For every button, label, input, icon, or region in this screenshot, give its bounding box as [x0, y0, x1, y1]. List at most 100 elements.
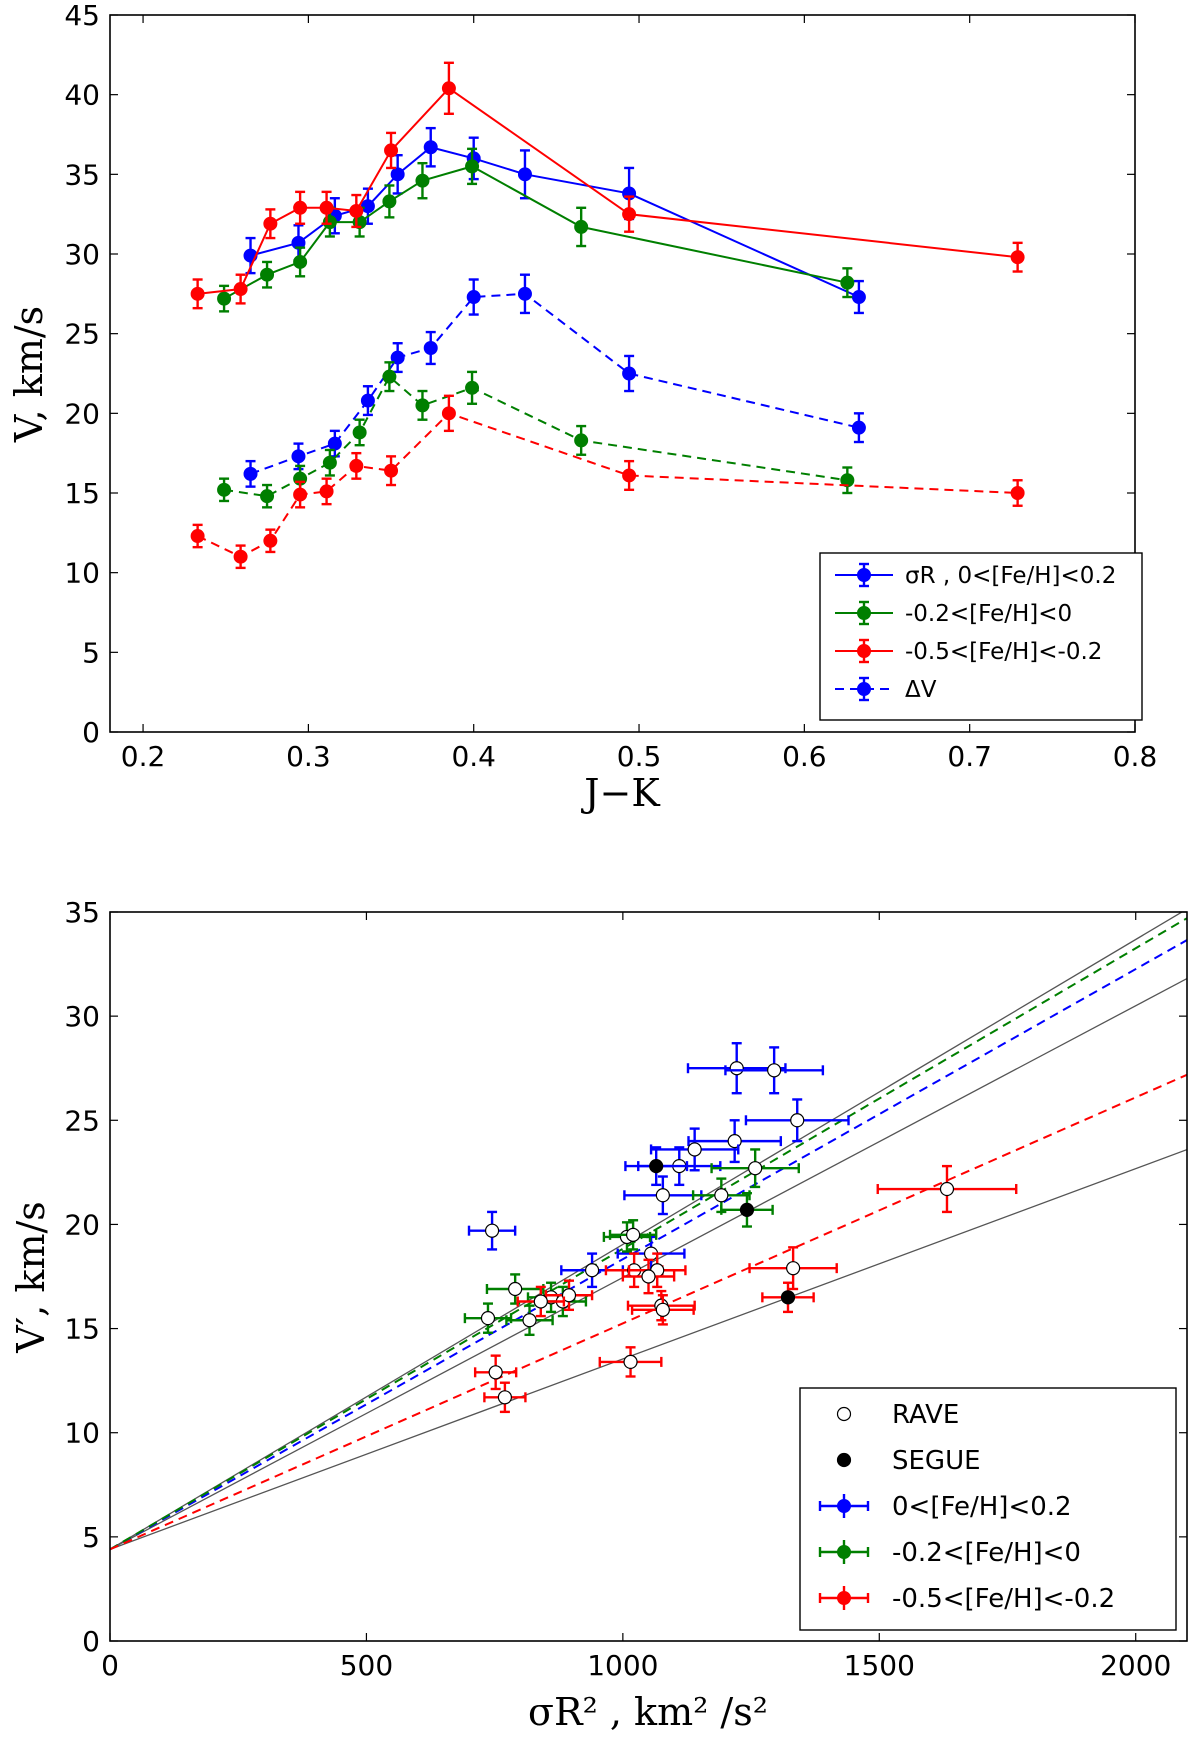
x-tick-label: 0 — [101, 1649, 119, 1682]
rave-point — [714, 1188, 729, 1203]
bottom-chart-legend: RAVE SEGUE 0<[Fe/H]<0.2 -0.2<[Fe/H]<0 -0.5<[… — [799, 1387, 1177, 1631]
data-point — [327, 436, 342, 451]
legend-entry: SEGUE — [836, 1446, 981, 1476]
data-point — [466, 290, 481, 305]
y-tick-label: 25 — [64, 318, 100, 351]
bottom-chart-ylabel: V′, km/s — [9, 1201, 53, 1354]
data-point — [360, 199, 375, 214]
rave-point — [561, 1288, 577, 1303]
legend-label: 0<[Fe/H]<0.2 — [892, 1492, 1072, 1522]
legend-entry: 0<[Fe/H]<0.2 — [818, 1492, 1072, 1522]
y-tick-label: 40 — [64, 79, 100, 112]
x-tick-label: 2000 — [1100, 1649, 1171, 1682]
data-point — [190, 286, 205, 301]
data-point — [291, 449, 306, 464]
x-tick-label: 0.7 — [947, 740, 992, 773]
data-point — [243, 466, 258, 481]
data-point — [217, 291, 232, 306]
rave-point — [626, 1227, 641, 1242]
top-chart-legend: σR , 0<[Fe/H]<0.2 -0.2<[Fe/H]<0 -0.5<[Fe/H… — [819, 552, 1143, 721]
y-tick-label: 15 — [64, 477, 100, 510]
top-chart-axes — [109, 14, 1136, 733]
data-point — [349, 203, 364, 218]
rave-point — [480, 1311, 496, 1326]
y-tick-label: 30 — [64, 1000, 100, 1033]
data-point — [382, 369, 397, 384]
data-point — [390, 167, 405, 182]
data-point — [263, 533, 278, 548]
legend-entry: ΔV — [835, 676, 937, 703]
legend-label: ΔV — [905, 677, 937, 703]
fit-line-3 — [110, 939, 1187, 1551]
data-point — [441, 81, 456, 96]
rave-point — [484, 1223, 500, 1238]
data-point — [390, 350, 405, 365]
data-point — [233, 549, 248, 564]
x-tick-label: 0.8 — [1113, 740, 1158, 773]
data-point — [293, 487, 308, 502]
top-chart-ticks: 0.2 0.3 0.4 0.5 0.6 0.7 0.8 0 5 10 15 20 25 30 35 40 45 — [64, 0, 1157, 773]
data-point — [840, 473, 855, 488]
rave-point — [790, 1113, 805, 1128]
y-tick-label: 15 — [64, 1313, 100, 1346]
chart-bottom: 0 500 1000 1500 2000 0 5 10 15 20 25 30 35 σR² , km²… — [9, 896, 1188, 1734]
y-tick-label: 25 — [64, 1104, 100, 1137]
segue-point — [649, 1159, 664, 1174]
y-tick-label: 30 — [64, 238, 100, 271]
data-point — [263, 216, 278, 231]
data-point — [260, 489, 275, 504]
data-point — [415, 398, 430, 413]
rave-point — [623, 1354, 638, 1369]
rave-point — [641, 1269, 656, 1284]
y-tick-label: 0 — [82, 1625, 100, 1658]
data-point — [384, 463, 399, 478]
data-point — [382, 194, 397, 209]
series-line-0 — [250, 146, 860, 298]
legend-entry: -0.2<[Fe/H]<0 — [835, 600, 1072, 627]
data-point — [415, 173, 430, 188]
series-line-5 — [197, 412, 1018, 558]
x-tick-label: 1000 — [587, 1649, 658, 1682]
data-point — [293, 200, 308, 215]
legend-entry: -0.5<[Fe/H]<-0.2 — [818, 1584, 1115, 1614]
data-point — [574, 433, 589, 448]
top-chart-series — [190, 61, 1025, 570]
legend-label: -0.5<[Fe/H]<-0.2 — [892, 1584, 1115, 1614]
data-point — [517, 286, 532, 301]
data-point — [574, 219, 589, 234]
bottom-chart-ticks: 0 500 1000 1500 2000 0 5 10 15 20 25 30 35 — [64, 896, 1187, 1682]
rave-point — [508, 1281, 523, 1297]
y-tick-label: 20 — [64, 397, 100, 430]
rave-point — [497, 1390, 512, 1405]
y-tick-label: 20 — [64, 1208, 100, 1241]
legend-label: -0.2<[Fe/H]<0 — [905, 601, 1072, 627]
x-tick-label: 0.4 — [451, 740, 496, 773]
data-point — [465, 380, 480, 395]
legend-entry: RAVE — [836, 1400, 959, 1430]
rave-point — [655, 1302, 670, 1317]
data-point — [291, 235, 306, 250]
data-point — [517, 167, 532, 182]
x-tick-label: 500 — [340, 1649, 393, 1682]
data-point — [319, 200, 334, 215]
data-point — [840, 275, 855, 290]
fit-line-2 — [110, 1148, 1187, 1550]
y-tick-label: 0 — [82, 716, 100, 749]
data-point — [622, 366, 637, 381]
data-point — [217, 482, 232, 497]
legend-label: RAVE — [892, 1400, 959, 1430]
data-point — [465, 159, 480, 174]
x-tick-label: 0.6 — [782, 740, 827, 773]
data-point — [293, 254, 308, 269]
legend-label: -0.2<[Fe/H]<0 — [892, 1538, 1081, 1568]
data-point — [322, 455, 337, 470]
data-point — [423, 341, 438, 356]
data-point — [441, 406, 456, 421]
rave-point — [729, 1061, 744, 1076]
legend-label: σR , 0<[Fe/H]<0.2 — [905, 563, 1116, 589]
data-point — [384, 143, 399, 158]
data-point — [322, 215, 337, 230]
data-point — [349, 458, 364, 473]
y-tick-label: 35 — [64, 158, 100, 191]
